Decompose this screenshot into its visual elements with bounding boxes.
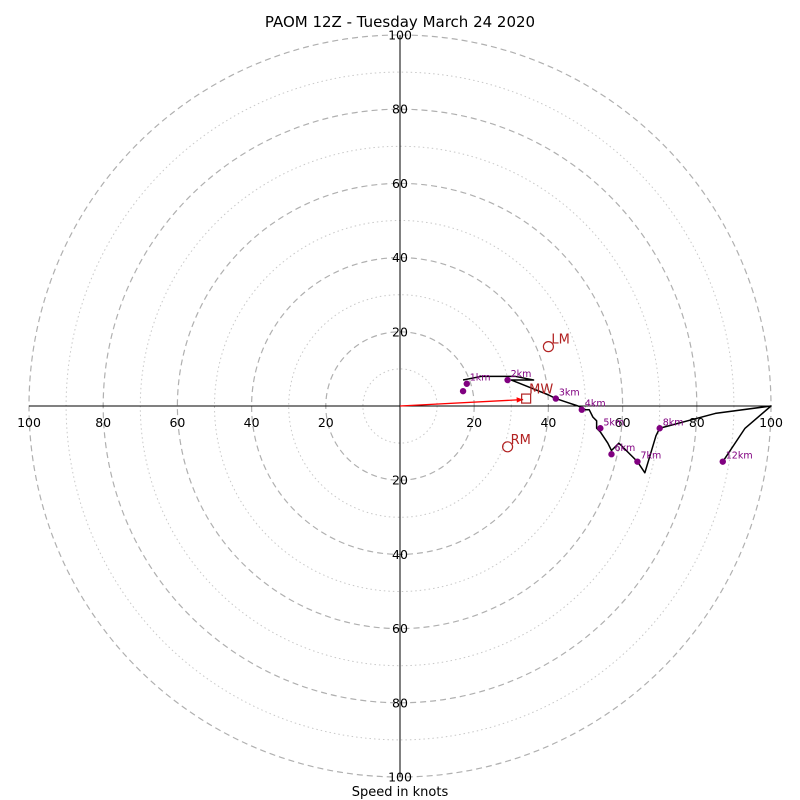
height-point	[597, 425, 604, 432]
height-point	[552, 395, 560, 402]
x-axis-label: Speed in knots	[352, 785, 449, 800]
mean-wind-marker	[521, 393, 532, 404]
mean-wind-arrow	[399, 398, 524, 407]
height-point-label: 8km	[663, 417, 684, 428]
tick-label-right: 20	[466, 415, 482, 430]
height-point	[719, 458, 726, 465]
tick-label-right: 60	[615, 415, 631, 430]
tick-label-up: 100	[388, 28, 412, 43]
height-point	[608, 451, 615, 458]
tick-label-down: 20	[392, 473, 408, 488]
chart-title: PAOM 12Z - Tuesday March 24 2020	[265, 13, 535, 31]
height-point-label: 7km	[640, 451, 661, 462]
height-point	[504, 376, 511, 384]
mean-wind-arrowhead	[516, 397, 524, 403]
height-point	[459, 387, 467, 395]
tick-label-right: 40	[540, 415, 556, 430]
height-point	[578, 406, 585, 413]
tick-label-left: 60	[169, 415, 185, 430]
storm-motion-marker	[542, 341, 555, 353]
wind-trace-line	[462, 375, 772, 474]
storm-motion-label: RM	[511, 433, 531, 448]
tick-label-up: 20	[392, 324, 408, 339]
tick-label-left: 100	[17, 415, 41, 430]
tick-label-left: 80	[95, 415, 111, 430]
tick-label-down: 80	[392, 695, 408, 710]
tick-labels: 2020202040404040606060608080808010010010…	[17, 28, 783, 785]
height-point-label: 2km	[511, 369, 532, 380]
height-points: 1km 2km 3km 4km 5km 6km 7km 8km 12km	[459, 369, 753, 465]
tick-label-right: 100	[759, 415, 783, 430]
tick-label-down: 60	[392, 621, 408, 636]
storm-markers: LM RM MW	[399, 333, 570, 453]
height-point	[463, 380, 470, 387]
tick-label-down: 100	[388, 770, 412, 785]
height-point	[656, 425, 663, 432]
tick-label-up: 60	[392, 176, 408, 191]
tick-label-down: 40	[392, 547, 408, 562]
storm-motion-label: LM	[551, 333, 569, 348]
height-point-label: 5km	[603, 417, 624, 428]
height-point	[634, 458, 641, 465]
height-point-label: 6km	[614, 443, 635, 454]
height-point-label: 3km	[559, 388, 580, 399]
tick-label-up: 80	[392, 102, 408, 117]
height-point-label: 4km	[585, 399, 606, 410]
height-point-label: 12km	[726, 451, 753, 462]
storm-motion-marker	[501, 441, 514, 453]
tick-label-up: 40	[392, 250, 408, 265]
mean-wind-label: MW	[529, 383, 553, 398]
tick-label-left: 20	[318, 415, 334, 430]
tick-label-left: 40	[244, 415, 260, 430]
wind-trace	[462, 375, 772, 474]
height-point-label: 1km	[470, 373, 491, 384]
